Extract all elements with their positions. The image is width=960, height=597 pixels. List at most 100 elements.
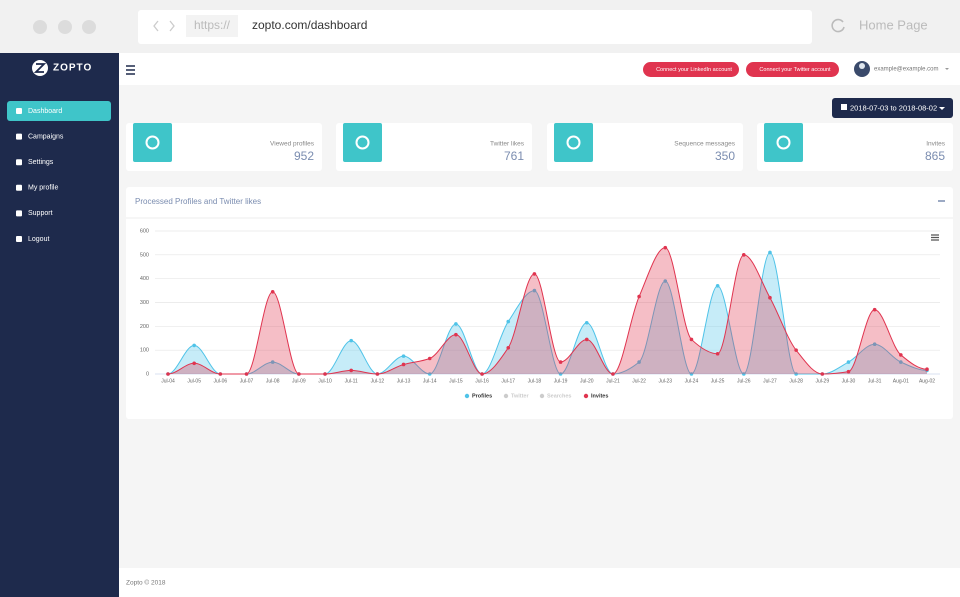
data-point (427, 356, 432, 361)
logo-mark (33, 63, 47, 73)
window-dot (82, 20, 96, 34)
legend-marker[interactable] (503, 393, 509, 399)
data-point (244, 372, 249, 376)
reload-icon[interactable] (831, 18, 845, 33)
footer (119, 568, 960, 597)
footer-text: Zopto © 2018 (126, 579, 166, 587)
data-point (899, 360, 903, 364)
chart-title: Processed Profiles and Twitter likes (135, 197, 261, 206)
stat-card (336, 123, 532, 171)
stat-icon (133, 123, 172, 162)
x-tick-label: Aug-01 (893, 378, 909, 384)
stat-icon (554, 123, 593, 162)
menu-item[interactable]: Support (28, 210, 53, 217)
y-tick-label: 600 (140, 228, 149, 234)
data-point (506, 319, 511, 324)
nav-arrows[interactable] (153, 20, 175, 32)
data-point (401, 362, 406, 367)
stat-value: 952 (294, 149, 314, 163)
linkedin-button[interactable] (643, 62, 739, 77)
menu-icon (16, 236, 22, 242)
legend-label[interactable]: Searches (547, 393, 571, 399)
x-tick-label: Jul-28 (789, 378, 803, 384)
data-point (741, 372, 746, 376)
button-label[interactable]: Connect your LinkedIn account (656, 67, 732, 73)
x-tick-label: Jul-20 (580, 378, 594, 384)
protocol-box (186, 15, 238, 37)
x-tick-label: Jul-25 (711, 378, 725, 384)
y-tick-label: 500 (140, 252, 149, 258)
address-bar[interactable] (138, 10, 812, 44)
data-point (846, 360, 851, 364)
hamburger[interactable] (126, 65, 135, 75)
y-tick-label: 400 (140, 276, 149, 282)
data-point (454, 322, 458, 326)
data-point (715, 351, 720, 356)
legend-marker[interactable] (539, 393, 545, 399)
data-point (454, 332, 458, 337)
data-point (558, 360, 563, 364)
series-area (168, 252, 927, 374)
x-tick-label: Jul-31 (868, 378, 882, 384)
data-point (218, 372, 223, 376)
stat-value: 350 (715, 149, 735, 163)
chart-menu[interactable] (931, 234, 939, 241)
stat-card (126, 123, 322, 171)
x-tick-label: Jul-18 (528, 378, 542, 384)
x-tick-label: Jul-12 (371, 378, 385, 384)
x-tick-label: Jul-24 (685, 378, 699, 384)
series-area (168, 247, 927, 374)
button-label[interactable]: Connect your Twitter account (759, 67, 831, 73)
x-tick-label: Jul-16 (475, 378, 489, 384)
data-point (532, 272, 537, 276)
menu-item[interactable]: Settings (28, 159, 54, 166)
data-point (558, 372, 563, 376)
data-point (401, 354, 406, 358)
menu-item[interactable]: Logout (28, 236, 49, 243)
caret (945, 68, 949, 70)
data-point (925, 367, 929, 372)
data-point (820, 372, 825, 376)
stat-glyph (566, 135, 581, 150)
twitter-button[interactable] (746, 62, 839, 77)
logo-text: ZOPTO (53, 63, 92, 74)
data-point (584, 337, 589, 342)
y-tick-label: 100 (140, 348, 149, 354)
x-tick-label: Jul-30 (842, 378, 856, 384)
data-point (637, 360, 641, 364)
legend-label[interactable]: Profiles (472, 393, 492, 399)
menu-item[interactable]: Dashboard (28, 108, 62, 115)
date-range[interactable]: 2018-07-03 to 2018-08-02 (850, 103, 937, 112)
stat-icon (343, 123, 382, 162)
data-point (872, 307, 877, 312)
stat-card (547, 123, 743, 171)
data-point (637, 294, 641, 299)
home-page[interactable]: Home Page (859, 17, 928, 32)
menu-icon (16, 133, 22, 140)
y-tick-label: 0 (146, 371, 149, 377)
x-tick-label: Jul-08 (266, 378, 280, 384)
data-point (323, 372, 327, 376)
x-tick-label: Jul-26 (737, 378, 751, 384)
data-point (192, 343, 196, 348)
x-tick-label: Jul-22 (632, 378, 646, 384)
legend-label[interactable]: Invites (591, 393, 608, 399)
avatar-head (859, 63, 865, 69)
x-tick-label: Jul-27 (763, 378, 777, 384)
menu-icon (16, 108, 22, 114)
menu-item[interactable]: My profile (28, 185, 58, 192)
data-point (689, 372, 694, 376)
stat-label: Invites (926, 141, 946, 148)
legend-label[interactable]: Twitter (511, 393, 529, 399)
user-email[interactable]: example@example.com (874, 67, 938, 73)
date-button[interactable] (832, 98, 953, 118)
menu-active (7, 101, 111, 121)
window-dot (33, 20, 47, 34)
legend-marker[interactable] (583, 393, 589, 399)
legend-marker[interactable] (464, 393, 470, 399)
stat-glyph (776, 135, 791, 150)
menu-item[interactable]: Campaigns (28, 133, 64, 140)
data-point (663, 279, 668, 283)
data-point (192, 361, 196, 366)
x-tick-label: Jul-14 (423, 378, 437, 384)
